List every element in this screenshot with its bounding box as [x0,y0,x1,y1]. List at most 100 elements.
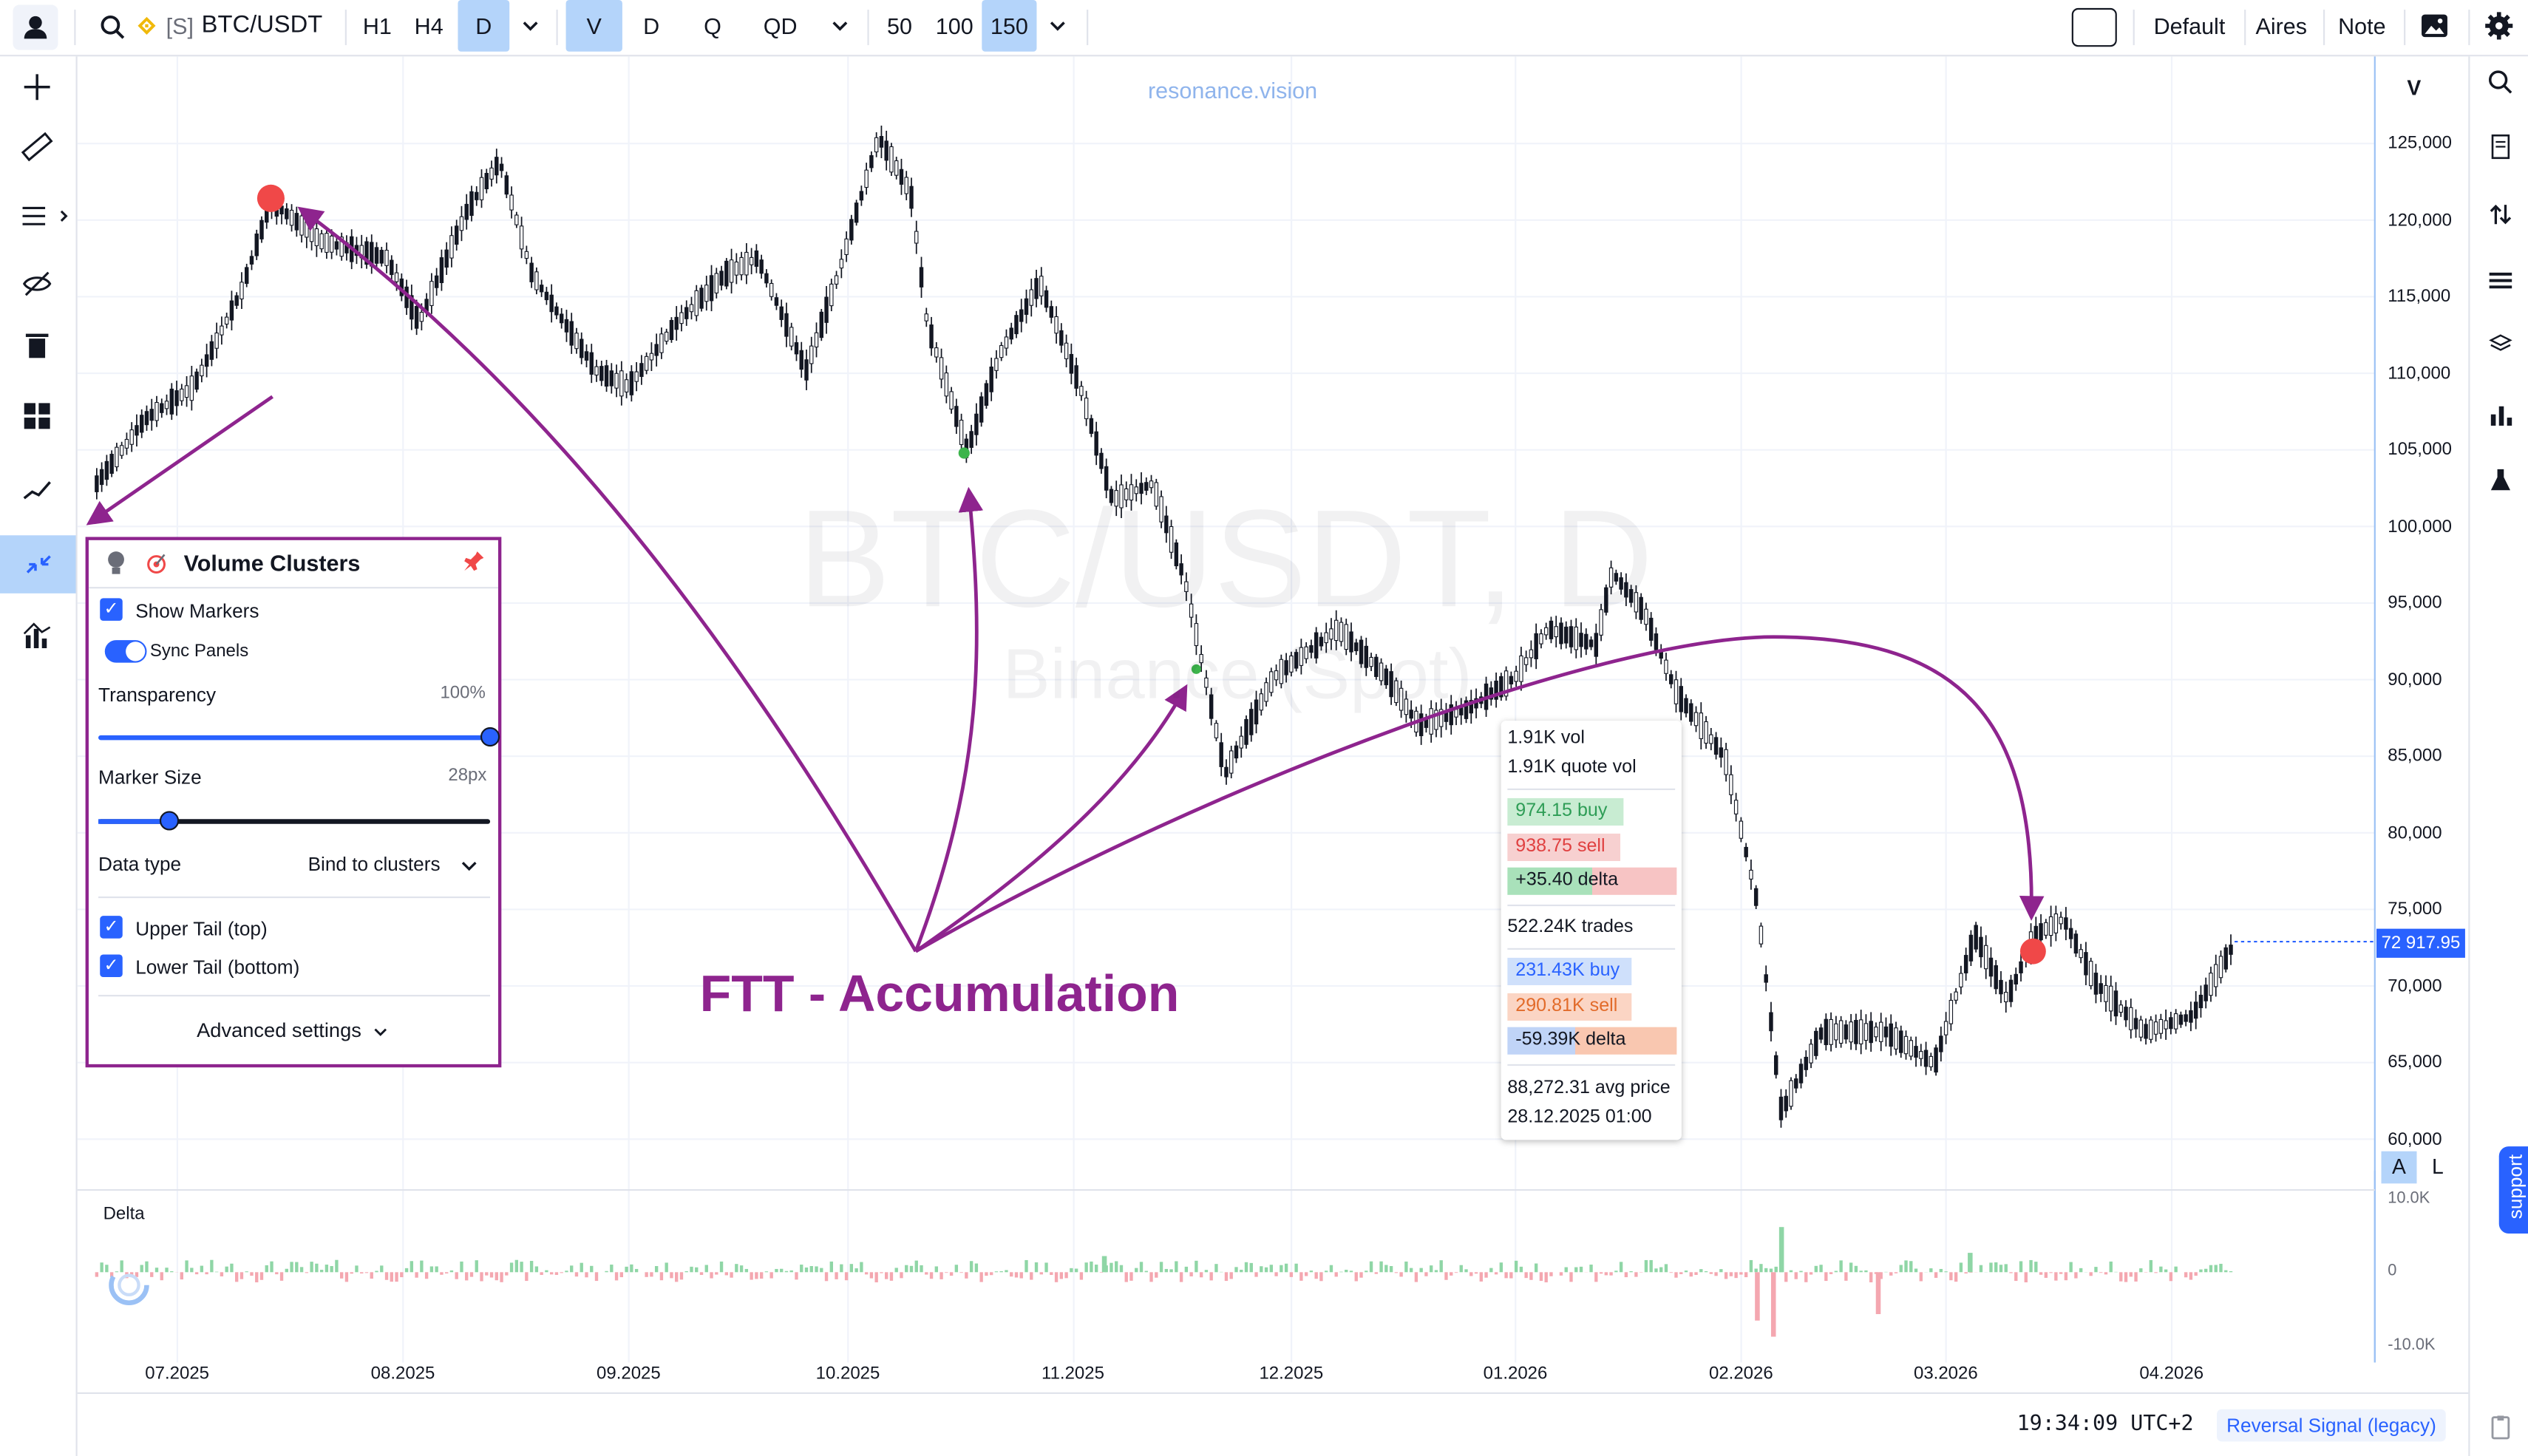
target-icon[interactable] [143,550,169,576]
candle-body [1834,1023,1838,1041]
layout-aires[interactable]: Aires [2255,13,2308,39]
count-dropdown[interactable] [1040,0,1076,52]
candle-body [879,136,884,148]
count-100[interactable]: 100 [935,13,974,39]
price-tick-label: 80,000 [2388,823,2442,843]
candle-body [489,167,494,180]
show-markers-checkbox[interactable]: ✓ [100,598,123,621]
candle-body [989,366,993,392]
cluster-marker-green[interactable] [1191,664,1201,674]
sync-panels-toggle[interactable] [104,640,147,663]
chart-bars-icon[interactable] [2484,401,2517,434]
data-type-select[interactable]: Bind to clusters [308,850,489,879]
last-price-label: 72 917.95 [2376,928,2465,958]
candle-body [1314,632,1319,659]
candle-body [649,353,654,361]
timeframe-d[interactable]: D [458,0,510,52]
delta-bar [275,1272,279,1275]
search-icon[interactable] [2484,69,2517,102]
lower-tail-checkbox[interactable]: ✓ [100,954,123,978]
marker-size-slider-handle[interactable] [159,811,179,831]
delta-bar [735,1264,738,1273]
trend-tool-icon[interactable] [19,472,55,508]
log-scale-button[interactable]: L [2431,1154,2444,1179]
candle-body [1664,659,1668,674]
screenshot-icon[interactable] [2420,13,2449,38]
user-icon[interactable] [13,4,58,50]
candle-body [1339,622,1344,642]
panel-title: Volume Clusters [183,549,361,576]
layout-default[interactable]: Default [2153,13,2226,39]
chart-type-dropdown[interactable] [822,0,857,52]
lightbulb-icon[interactable] [105,550,128,576]
list-icon[interactable] [2484,268,2517,300]
delta-bar [1110,1262,1113,1273]
candle-body [2019,961,2023,973]
advanced-settings-button[interactable]: Advanced settings [192,1018,402,1047]
chart-type-qd[interactable]: QD [763,13,798,39]
ruler-icon[interactable] [19,131,55,166]
layers-icon[interactable] [2484,332,2517,364]
layout-grid-icon[interactable] [19,400,55,435]
candle-body [669,319,674,340]
delta-bar [840,1264,843,1273]
flask-icon[interactable] [2484,468,2517,500]
support-tab[interactable]: support [2498,1146,2528,1234]
cluster-marker-green[interactable] [958,447,970,459]
timeframe-h4[interactable]: H4 [414,13,444,39]
crosshair-icon[interactable] [19,71,55,106]
delta-bar [1968,1253,1973,1273]
delta-bar [2124,1272,2128,1282]
delta-bar [634,1268,639,1273]
transparency-slider-track[interactable] [98,735,491,741]
candle-body [1679,686,1683,712]
delta-bar [495,1272,498,1281]
symbol-search[interactable]: [S] BTC/USDT [94,0,336,52]
candle-body [1798,1064,1804,1084]
auto-scale-button[interactable]: A [2381,1151,2417,1184]
notes-icon[interactable] [2484,134,2517,166]
count-150[interactable]: 150 [982,0,1037,52]
settings-gear-icon[interactable] [2484,11,2513,40]
price-axis-mode[interactable]: V [2407,75,2422,101]
reversal-signal-badge[interactable]: Reversal Signal (legacy) [2217,1409,2446,1442]
candle-body [1464,700,1469,719]
candle-body [1824,1018,1829,1046]
chart-type-v[interactable]: V [565,0,622,52]
delta-bar [2139,1268,2143,1273]
candle-body [464,203,469,220]
timeframe-h1[interactable]: H1 [362,13,392,39]
chart-type-q[interactable]: Q [704,13,721,39]
candle-body [1354,642,1359,652]
chart-type-d[interactable]: D [643,13,660,39]
timeframe-dropdown[interactable] [513,0,548,52]
marker-size-slider-track[interactable] [98,819,491,824]
sort-arrows-icon[interactable] [2484,202,2517,234]
delta-bar [1549,1272,1553,1276]
pin-icon[interactable] [463,550,486,573]
cluster-marker-red[interactable] [2019,938,2046,965]
note-button[interactable]: Note [2338,13,2386,39]
candle-body [644,356,649,371]
candle-body [739,256,744,276]
candle-body [1764,974,1768,983]
candle-body [1654,633,1659,650]
delta-bar [1854,1265,1858,1273]
upper-tail-checkbox[interactable]: ✓ [100,916,123,939]
transparency-slider-handle[interactable] [480,727,500,747]
candle-body [1134,486,1138,494]
fullscreen-toggle[interactable] [2071,7,2117,47]
trash-icon[interactable] [19,329,55,364]
delta-bar [2209,1265,2213,1273]
clipboard-icon[interactable] [2484,1414,2517,1446]
cluster-marker-red[interactable] [256,184,285,212]
volume-clusters-tool[interactable] [0,535,76,593]
bar-stats-icon[interactable] [19,619,55,655]
delta-bar [884,1272,888,1279]
candle-body [1854,1019,1858,1044]
count-50[interactable]: 50 [887,13,913,39]
candle-body [1259,693,1264,711]
indicators-tools-icon[interactable] [19,200,68,236]
hide-drawings-icon[interactable] [19,268,55,303]
candle-body [599,366,604,381]
